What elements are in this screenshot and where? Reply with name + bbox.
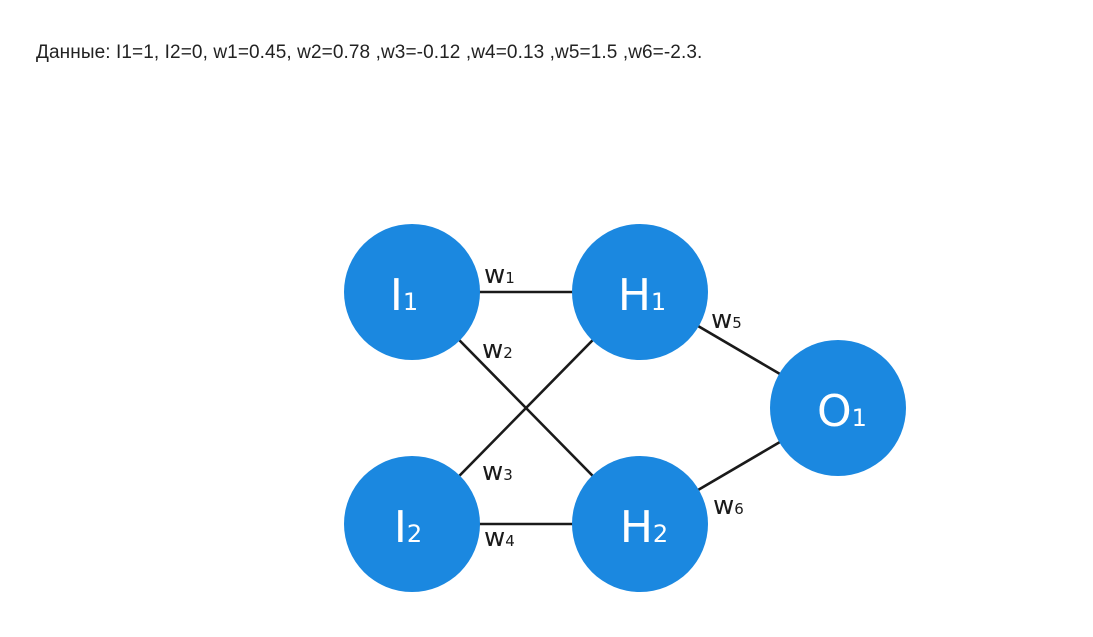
node-h1-subscript: 1 bbox=[651, 288, 666, 316]
node-o1-subscript: 1 bbox=[852, 404, 867, 432]
weight-w6: w6 bbox=[713, 491, 744, 521]
node-i2-label: I bbox=[394, 502, 407, 553]
node-o1: O1 bbox=[770, 340, 906, 476]
node-h1: H1 bbox=[572, 224, 708, 360]
weight-w2: w2 bbox=[482, 335, 513, 365]
weight-w5: w5 bbox=[711, 305, 742, 335]
node-i1-subscript: 1 bbox=[403, 288, 418, 316]
node-h2-subscript: 2 bbox=[653, 520, 668, 548]
node-h2-label: H bbox=[620, 502, 653, 553]
weight-w1: w1 bbox=[484, 260, 515, 290]
node-o1-label: O bbox=[817, 386, 852, 437]
node-h1-label: H bbox=[618, 270, 651, 321]
weight-w4: w4 bbox=[484, 523, 515, 553]
node-h2: H2 bbox=[572, 456, 708, 592]
node-i1: I1 bbox=[344, 224, 480, 360]
node-i2: I2 bbox=[344, 456, 480, 592]
weight-w3: w3 bbox=[482, 457, 513, 487]
node-i1-label: I bbox=[390, 270, 403, 321]
node-i2-subscript: 2 bbox=[407, 520, 422, 548]
